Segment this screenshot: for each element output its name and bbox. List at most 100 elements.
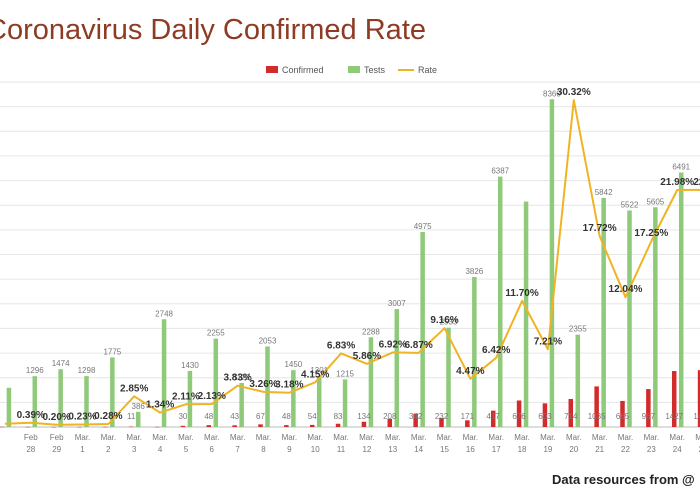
tests-bar — [213, 338, 219, 427]
x-axis: Feb 28 Feb 29 Mar. 1 Mar. 2 Mar. 3 Mar. 4 Mar. 5 Mar. 6… — [24, 433, 700, 454]
confirmed-value-label: 1035 — [588, 412, 606, 421]
tests-bar — [523, 201, 529, 427]
x-tick-label: 23 — [647, 445, 656, 454]
x-tick-label: 8 — [261, 445, 266, 454]
confirmed-bar — [516, 400, 522, 427]
tests-bar — [678, 172, 684, 427]
x-tick-label: 1 — [80, 445, 85, 454]
confirmed-bar — [697, 370, 700, 427]
tests-value-label: 1298 — [78, 366, 96, 375]
confirmed-value-label: 676 — [512, 412, 526, 421]
x-tick-label: 13 — [388, 445, 397, 454]
x-tick-label: 9 — [287, 445, 292, 454]
x-tick-label: 25 — [699, 445, 700, 454]
x-tick-label: Mar. — [463, 433, 479, 442]
confirmed-value-label: 1427 — [665, 412, 683, 421]
x-tick-label: Mar. — [204, 433, 220, 442]
confirmed-bar — [103, 426, 108, 428]
confirmed-bar — [284, 425, 289, 427]
tests-value-label: 2288 — [362, 327, 380, 336]
x-tick-label: Mar. — [282, 433, 298, 442]
x-tick-label: Mar. — [256, 433, 272, 442]
tests-value-label: 5842 — [595, 188, 613, 197]
confirmed-bar — [568, 399, 574, 427]
tests-bar — [627, 210, 632, 427]
confirmed-bar — [620, 400, 625, 427]
rate-value-label: 6.92% — [379, 339, 407, 350]
rate-value-label: 3.83% — [223, 373, 251, 384]
tests-value-label: 3007 — [388, 299, 406, 308]
rate-value-label: 7.21% — [534, 336, 562, 347]
confirmed-bar — [413, 413, 418, 427]
x-tick-label: Mar. — [695, 433, 700, 442]
tests-bar — [601, 197, 606, 427]
x-tick-label: 3 — [132, 445, 137, 454]
bars — [0, 99, 700, 428]
x-tick-label: 11 — [337, 445, 346, 454]
legend-label-rate: Rate — [418, 65, 437, 75]
tests-value-label: 3826 — [465, 267, 483, 276]
rate-value-label: 11.70% — [505, 288, 538, 299]
confirmed-value-label: 67 — [256, 412, 265, 421]
rate-value-label: 30.32% — [557, 87, 591, 98]
x-tick-label: 16 — [466, 445, 475, 454]
x-tick-label: Mar. — [126, 433, 142, 442]
x-tick-label: Mar. — [333, 433, 349, 442]
x-tick-label: 19 — [543, 445, 552, 454]
x-tick-label: Mar. — [75, 433, 91, 442]
rate-value-label: 9.16% — [430, 315, 458, 326]
legend-swatch-tests — [348, 66, 360, 73]
x-tick-label: Feb — [24, 433, 38, 442]
x-tick-label: Mar. — [437, 433, 453, 442]
rate-value-label: 3.26% — [249, 379, 277, 390]
rate-line — [4, 99, 700, 426]
tests-value-label: 386 — [132, 402, 146, 411]
confirmed-value-label: 30 — [178, 412, 187, 421]
legend: Confirmed Tests Rate — [266, 65, 437, 75]
tests-bar — [161, 319, 167, 427]
x-tick-label: 18 — [518, 445, 527, 454]
x-tick-label: 14 — [414, 445, 423, 454]
rate-value-label: 2.85% — [120, 383, 148, 394]
rate-value-label: 1.34% — [146, 400, 174, 411]
tests-bar — [110, 357, 115, 427]
rate-value-label: 6.87% — [404, 340, 432, 351]
rate-value-label: 6.42% — [482, 345, 510, 356]
x-tick-label: 17 — [492, 445, 501, 454]
tests-bar — [6, 387, 12, 427]
confirmed-value-label: 171 — [461, 412, 475, 421]
tests-bar — [653, 207, 658, 427]
rate-line-path — [4, 99, 700, 426]
legend-swatch-confirmed — [266, 66, 278, 73]
x-tick-label: Mar. — [411, 433, 427, 442]
tests-bar — [342, 379, 348, 427]
tests-bar — [32, 376, 38, 427]
confirmed-value-label: 134 — [357, 412, 371, 421]
confirmed-value-label: 145 — [693, 412, 700, 421]
rate-value-label: 21.98% — [660, 177, 694, 188]
confirmed-value-label: 43 — [230, 412, 239, 421]
confirmed-bar — [232, 425, 237, 427]
tests-value-label: 8360 — [543, 89, 561, 98]
x-tick-label: Mar. — [566, 433, 582, 442]
x-tick-label: 2 — [106, 445, 111, 454]
rate-value-label: 0.20% — [42, 412, 70, 423]
rate-value-label: 4.15% — [301, 369, 329, 380]
chart-title: Coronavirus Daily Confirmed Rate — [0, 14, 426, 46]
confirmed-value-label: 714 — [564, 412, 578, 421]
confirmed-bar — [490, 410, 496, 427]
confirmed-bar — [309, 424, 315, 427]
x-tick-label: Mar. — [488, 433, 504, 442]
confirmed-bar — [180, 425, 186, 427]
tests-value-label: 2255 — [207, 329, 225, 338]
x-tick-label: Mar. — [178, 433, 194, 442]
confirmed-bar — [542, 403, 548, 427]
x-tick-label: 15 — [440, 445, 449, 454]
tests-bar — [58, 369, 63, 427]
tests-value-label: 5522 — [621, 201, 639, 210]
x-tick-label: 24 — [673, 445, 682, 454]
rate-value-label: 17.72% — [583, 223, 617, 234]
x-tick-label: Mar. — [540, 433, 556, 442]
confirmed-bar — [206, 425, 212, 427]
